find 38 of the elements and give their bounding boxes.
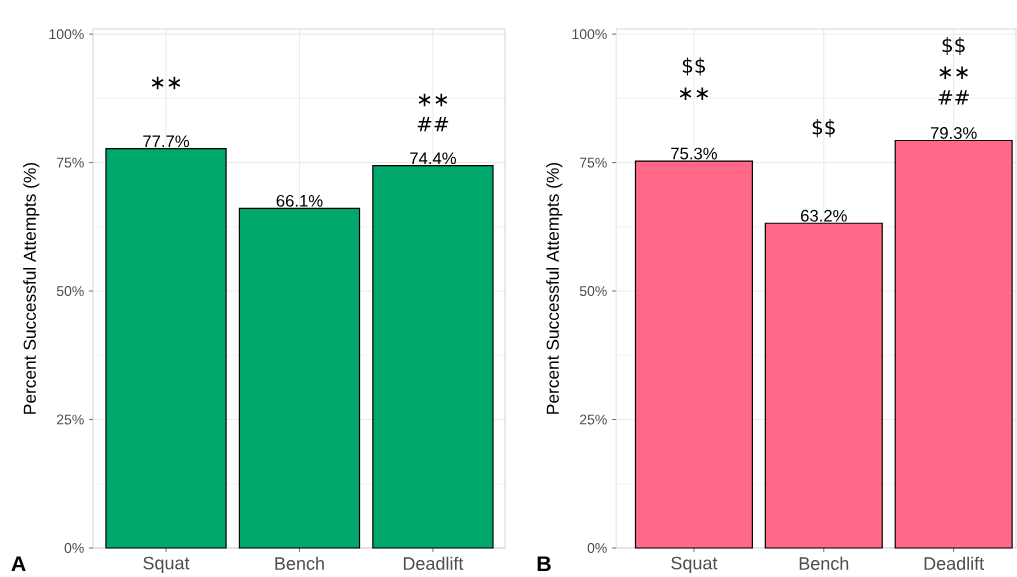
- y-tick-label: 0%: [64, 543, 84, 553]
- y-axis-title: Percent Successful Attempts (%): [546, 162, 563, 414]
- bar: [894, 139, 1013, 549]
- annotation: $$: [812, 119, 835, 138]
- data-label: 63.2%: [801, 209, 847, 222]
- y-tick-label: 0%: [587, 543, 607, 553]
- y-tick-label: 75%: [579, 157, 607, 168]
- annotation: ##: [938, 90, 969, 105]
- text: A: [11, 556, 26, 572]
- data-label: 79.3%: [930, 127, 977, 139]
- y-tick-label: 100%: [49, 29, 84, 40]
- y-axis-title: Percent Successful Attempts (%): [23, 162, 40, 414]
- annotation: ∗∗: [418, 93, 448, 107]
- data-label: 74.4%: [410, 152, 456, 165]
- x-tick-label: Deadlift: [924, 556, 985, 570]
- x-tick-label: Squat: [671, 556, 718, 574]
- annotation: ∗∗: [151, 76, 181, 90]
- y-tick-label: 75%: [56, 157, 84, 168]
- y-tick-label: 50%: [56, 286, 84, 297]
- data-label: 66.1%: [276, 194, 323, 207]
- y-tick-label: 25%: [56, 414, 84, 425]
- text: B: [537, 556, 551, 572]
- x-tick-label: Squat: [143, 556, 190, 574]
- data-label: 77.7%: [143, 135, 190, 148]
- y-tick-label: 100%: [572, 29, 607, 40]
- bar: [634, 160, 753, 549]
- x-tick-label: Bench: [799, 556, 849, 570]
- y-tick-label: 25%: [579, 414, 607, 425]
- annotation: ∗∗: [679, 87, 709, 100]
- annotation: ∗∗: [939, 66, 968, 79]
- annotation: $$: [682, 57, 705, 76]
- data-label: 75.3%: [671, 147, 717, 160]
- x-tick-label: Bench: [275, 556, 324, 570]
- y-tick-label: 50%: [579, 286, 607, 297]
- annotation: $$: [942, 36, 965, 56]
- x-tick-label: Deadlift: [403, 556, 464, 570]
- bar: [764, 222, 883, 549]
- annotation: ##: [417, 116, 449, 132]
